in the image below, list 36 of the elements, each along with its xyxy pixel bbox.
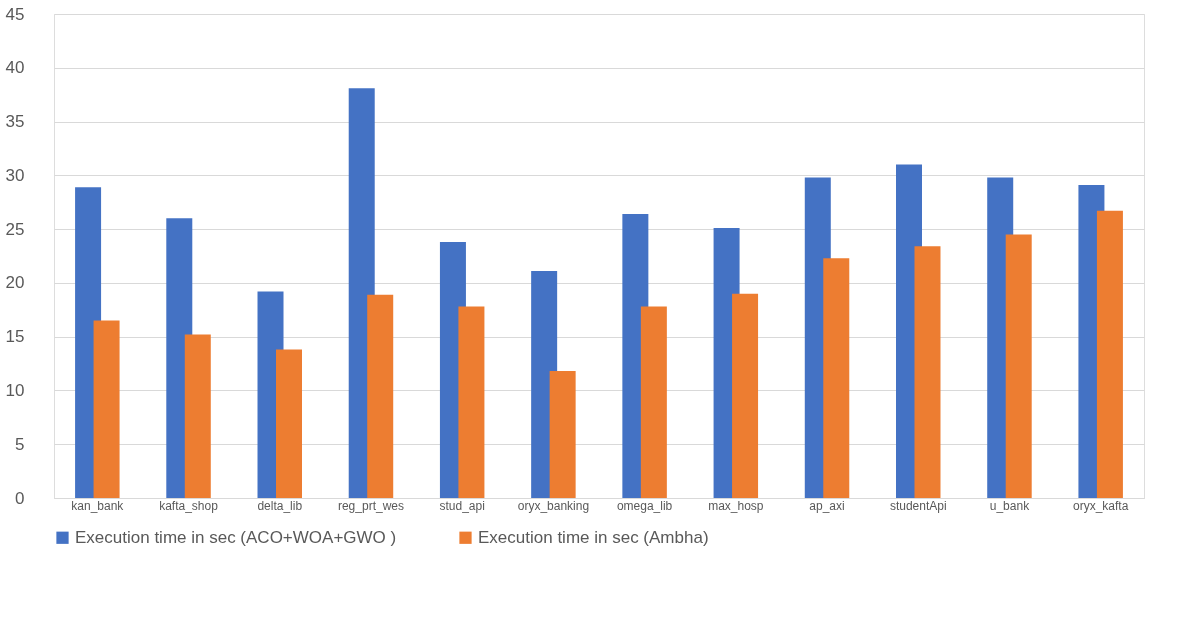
y-tick-label: 25 <box>5 219 25 239</box>
y-tick-label: 40 <box>5 58 25 78</box>
x-tick-label: kan_bank <box>71 498 125 513</box>
x-tick-label: u_bank <box>989 498 1031 513</box>
y-tick-label: 30 <box>5 165 25 185</box>
x-tick-label: omega_lib <box>616 498 673 513</box>
x-tick-label: oryx_kafta <box>1072 498 1129 513</box>
x-tick-label: ap_axi <box>809 498 845 513</box>
x-tick-label: studentApi <box>889 498 947 513</box>
x-tick-label: oryx_banking <box>517 498 590 513</box>
bar <box>184 334 211 498</box>
legend-label: Execution time in sec (Ambha) <box>478 527 709 547</box>
y-tick-label: 45 <box>5 4 25 24</box>
bar <box>458 306 485 498</box>
x-tick-label: stud_api <box>439 498 485 513</box>
y-tick-label: 0 <box>15 488 25 508</box>
x-tick-label: reg_prt_wes <box>337 498 404 513</box>
bar <box>732 293 759 498</box>
bar <box>367 294 394 498</box>
y-tick-label: 20 <box>5 273 25 293</box>
bar <box>1005 234 1032 498</box>
x-tick-label: max_hosp <box>708 498 764 513</box>
bar <box>1096 210 1123 498</box>
bar <box>823 258 850 498</box>
y-tick-label: 10 <box>5 380 25 400</box>
y-tick-label: 5 <box>15 434 25 454</box>
legend-label: Execution time in sec (ACO+WOA+GWO ) <box>75 527 397 547</box>
bar <box>93 320 120 498</box>
bar <box>914 246 941 498</box>
y-tick-label: 35 <box>5 112 25 132</box>
y-tick-label: 15 <box>5 327 25 347</box>
x-tick-label: kafta_shop <box>159 498 219 513</box>
bar <box>549 371 576 498</box>
bar <box>276 349 302 498</box>
x-tick-label: delta_lib <box>257 498 303 513</box>
bar <box>640 306 667 498</box>
